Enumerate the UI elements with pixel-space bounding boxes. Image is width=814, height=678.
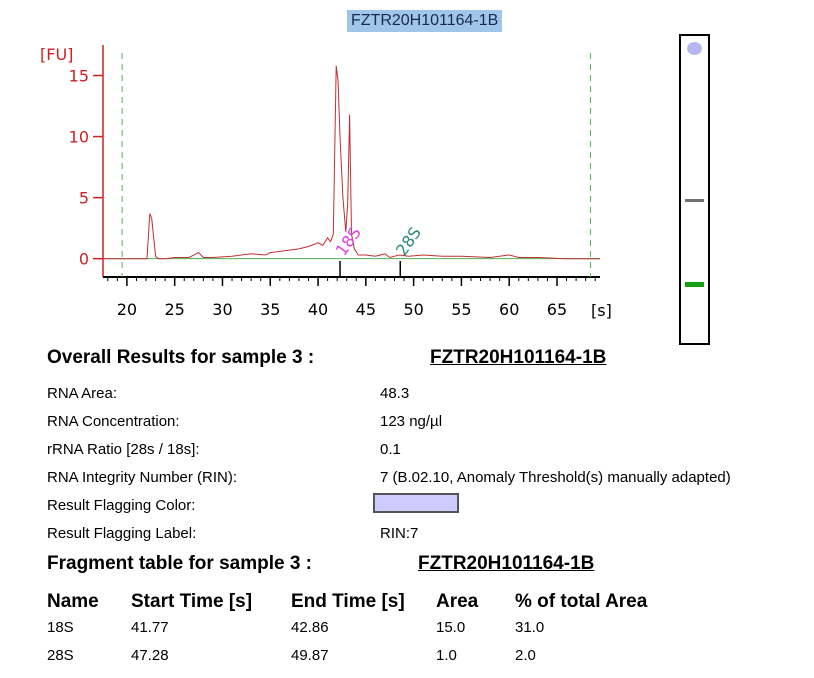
cell-end-time: 49.87 [291,647,329,664]
gel-lane [679,34,710,345]
cell-percent-area: 31.0 [515,619,545,636]
cell-name: 18S [47,619,74,636]
cell-end-time: 42.86 [291,619,329,636]
column-header-name: Name [47,591,99,612]
x-tick-label: 50 [403,300,423,319]
overall-results-heading: Overall Results for sample 3 : [47,347,315,368]
x-tick-label: 30 [212,300,232,319]
overall-results-sample-name: FZTR20H101164-1B [430,347,607,368]
cell-area: 15.0 [436,619,466,636]
rna-concentration-label: RNA Concentration: [47,413,180,430]
x-axis-label: [s] [591,301,612,320]
rna-area-label: RNA Area: [47,385,118,402]
flagging-color-swatch [373,493,459,513]
column-header-end-time: End Time [s] [291,591,405,612]
flagging-label-value: RIN:7 [380,525,419,542]
x-tick-label: 60 [499,300,519,319]
electropherogram-chart: 0 5 10 15 20 25 30 35 40 45 50 55 60 65 18S 28S [FU] [… [40,45,612,320]
y-tick-label: 5 [79,189,89,208]
x-tick-label: 45 [356,300,376,319]
column-header-start-time: Start Time [s] [131,591,253,612]
flagging-label-label: Result Flagging Label: [47,525,197,542]
flagging-color-label: Result Flagging Color: [47,497,196,514]
x-tick-label: 25 [165,300,185,319]
cell-percent-area: 2.0 [515,647,536,664]
peak-label: 18S [332,223,365,259]
gel-band [685,199,704,202]
cell-area: 1.0 [436,647,457,664]
x-tick-label: 55 [451,300,471,319]
x-tick-label: 20 [117,300,137,319]
rin-label: RNA Integrity Number (RIN): [47,469,238,486]
rrna-ratio-value: 0.1 [380,441,401,458]
column-header-area: Area [436,591,479,612]
fragment-table-sample-name: FZTR20H101164-1B [418,553,595,574]
x-tick-label: 40 [308,300,328,319]
column-header-percent-area: % of total Area [515,591,648,612]
rrna-ratio-label: rRNA Ratio [28s / 18s]: [47,441,200,458]
cell-start-time: 47.28 [131,647,169,664]
y-tick-label: 15 [69,67,89,86]
fragment-table-heading: Fragment table for sample 3 : [47,553,313,574]
y-axis-label: [FU] [40,45,73,64]
y-tick-label: 10 [69,128,89,147]
cell-start-time: 41.77 [131,619,169,636]
rin-value: 7 (B.02.10, Anomaly Threshold(s) manuall… [380,469,731,486]
x-tick-label: 65 [547,300,567,319]
rna-area-value: 48.3 [380,385,410,402]
gel-band [685,282,704,287]
sample-title: FZTR20H101164-1B [347,10,503,32]
peak-label: 28S [392,223,425,259]
x-tick-label: 35 [260,300,280,319]
gel-band [687,42,702,55]
y-tick-label: 0 [79,250,89,269]
rna-concentration-value: 123 ng/µl [380,413,443,430]
cell-name: 28S [47,647,74,664]
series-line [103,65,600,260]
